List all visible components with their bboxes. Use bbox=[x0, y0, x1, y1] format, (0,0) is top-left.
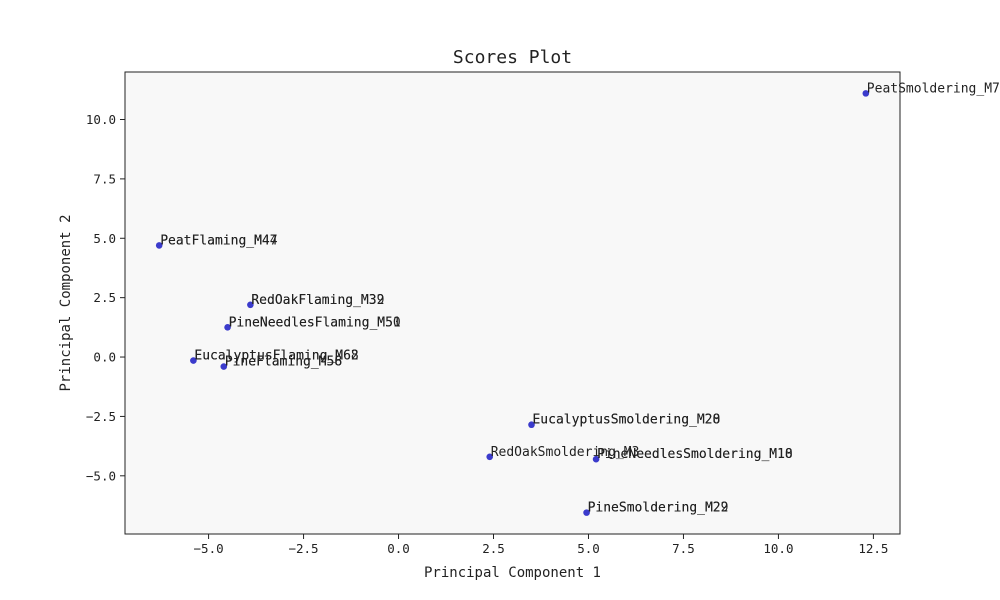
x-tick-label: −5.0 bbox=[194, 541, 224, 556]
point-label: PineFlaming_M56 bbox=[225, 355, 342, 370]
data-point bbox=[224, 324, 231, 331]
data-point bbox=[155, 242, 163, 249]
point-label: EucalyptusSmoldering_M28 bbox=[532, 413, 720, 428]
point-label: PineNeedlesFlaming_M51 bbox=[229, 315, 401, 330]
y-tick-label: −5.0 bbox=[86, 468, 116, 483]
x-tick-label: 5.0 bbox=[577, 541, 600, 556]
data-point bbox=[528, 421, 535, 429]
point-label: PeatFlaming_M44 bbox=[160, 233, 278, 248]
point-label: RedOakFlaming_M32 bbox=[251, 293, 384, 308]
x-tick-label: 12.5 bbox=[858, 541, 888, 556]
x-tick-label: 7.5 bbox=[672, 541, 695, 556]
y-tick-label: 10.0 bbox=[86, 112, 116, 127]
point-label: PineFlaming_M58 bbox=[225, 355, 342, 370]
point-label: PineSmoldering_M29 bbox=[588, 501, 729, 516]
x-axis: −5.0 −2.5 0.0 2.5 5.0 7.5 10.0 12.5 bbox=[194, 534, 888, 556]
plot-area bbox=[125, 72, 900, 534]
data-point bbox=[190, 357, 197, 364]
point-label: EucalyptusFlaming_M62 bbox=[194, 349, 358, 364]
x-tick-label: 10.0 bbox=[763, 541, 793, 556]
data-point bbox=[592, 455, 600, 463]
chart-title: Scores Plot bbox=[453, 47, 572, 68]
y-axis-label: Principal Component 2 bbox=[58, 214, 74, 391]
data-point bbox=[220, 363, 228, 370]
data-point bbox=[486, 453, 494, 461]
y-tick-label: 0.0 bbox=[93, 350, 116, 365]
x-axis-label: Principal Component 1 bbox=[424, 565, 601, 581]
y-axis: −5.0 −2.5 0.0 2.5 5.0 7.5 10.0 bbox=[86, 112, 125, 483]
point-label: EucalyptusSmoldering_M20 bbox=[532, 413, 720, 428]
data-point bbox=[583, 509, 590, 516]
plot-frame bbox=[124, 71, 901, 535]
point-label: PineNeedlesFlaming_M50 bbox=[229, 315, 401, 330]
x-tick-label: 2.5 bbox=[482, 541, 505, 556]
point-label: RedOakSmoldering_M3 bbox=[491, 445, 640, 460]
y-tick-label: 7.5 bbox=[93, 171, 116, 186]
y-tick-label: −2.5 bbox=[86, 409, 116, 424]
point-label: PineNeedlesSmoldering_M18 bbox=[597, 447, 793, 462]
data-point bbox=[862, 90, 870, 97]
point-label: EucalyptusFlaming_M68 bbox=[194, 349, 358, 364]
y-tick-label: 2.5 bbox=[93, 290, 116, 305]
point-label: PineSmoldering_M22 bbox=[588, 501, 729, 516]
point-label: RedOakFlaming_M39 bbox=[251, 293, 384, 308]
point-label: PineNeedlesSmoldering_M10 bbox=[597, 447, 793, 462]
point-label: PeatSmoldering_M7 bbox=[867, 81, 1000, 96]
y-tick-label: 5.0 bbox=[93, 231, 116, 246]
chart-marks: PeatSmoldering_M7 PeatFlaming_M44PeatFlam… bbox=[155, 81, 1000, 516]
x-tick-label: 0.0 bbox=[387, 541, 410, 556]
data-point bbox=[247, 301, 254, 309]
point-label: PeatFlaming_M47 bbox=[160, 233, 277, 248]
x-tick-label: −2.5 bbox=[288, 541, 318, 556]
